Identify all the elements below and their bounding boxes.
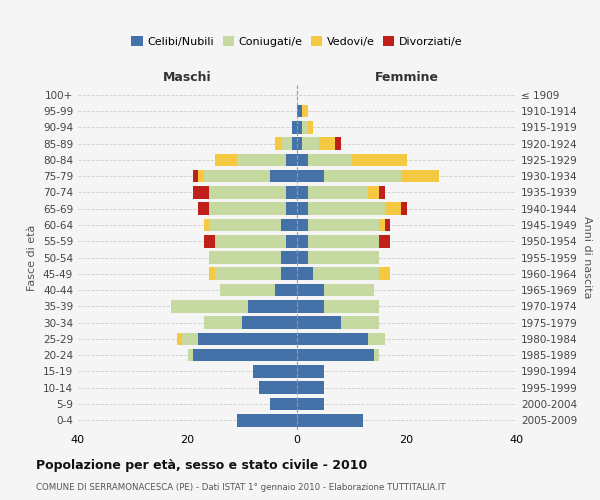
Bar bbox=[176, 332, 182, 345]
Bar bbox=[352, 154, 407, 166]
Bar bbox=[297, 332, 368, 345]
Bar bbox=[286, 154, 297, 166]
Bar bbox=[368, 332, 385, 345]
Bar bbox=[297, 218, 308, 232]
Bar bbox=[297, 137, 302, 150]
Legend: Celibi/Nubili, Coniugati/e, Vedovi/e, Divorziati/e: Celibi/Nubili, Coniugati/e, Vedovi/e, Di… bbox=[127, 32, 467, 52]
Bar bbox=[199, 202, 209, 215]
Bar bbox=[199, 170, 204, 182]
Bar bbox=[171, 300, 248, 312]
Bar bbox=[297, 154, 308, 166]
Bar bbox=[209, 202, 286, 215]
Bar bbox=[204, 218, 209, 232]
Bar bbox=[335, 137, 341, 150]
Bar bbox=[281, 137, 292, 150]
Bar bbox=[281, 251, 297, 264]
Bar bbox=[209, 186, 286, 199]
Bar bbox=[204, 170, 269, 182]
Bar bbox=[297, 186, 308, 199]
Bar bbox=[379, 235, 390, 248]
Text: COMUNE DI SERRAMONACESCA (PE) - Dati ISTAT 1° gennaio 2010 - Elaborazione TUTTIT: COMUNE DI SERRAMONACESCA (PE) - Dati IST… bbox=[36, 484, 445, 492]
Bar bbox=[297, 251, 308, 264]
Bar bbox=[237, 154, 286, 166]
Y-axis label: Anni di nascita: Anni di nascita bbox=[581, 216, 592, 298]
Bar bbox=[308, 202, 385, 215]
Bar bbox=[204, 235, 215, 248]
Bar bbox=[385, 202, 401, 215]
Bar bbox=[292, 121, 297, 134]
Bar bbox=[182, 332, 199, 345]
Bar bbox=[281, 218, 297, 232]
Bar bbox=[209, 251, 281, 264]
Bar bbox=[297, 349, 374, 362]
Bar bbox=[374, 349, 379, 362]
Bar bbox=[325, 284, 374, 296]
Bar bbox=[259, 382, 297, 394]
Bar bbox=[286, 235, 297, 248]
Bar bbox=[275, 284, 297, 296]
Bar bbox=[237, 414, 297, 426]
Bar bbox=[269, 398, 297, 410]
Bar bbox=[187, 349, 193, 362]
Bar bbox=[308, 235, 379, 248]
Bar bbox=[341, 316, 379, 329]
Bar bbox=[313, 268, 379, 280]
Bar bbox=[292, 137, 297, 150]
Bar bbox=[379, 186, 385, 199]
Bar bbox=[297, 365, 325, 378]
Bar bbox=[308, 121, 313, 134]
Text: Femmine: Femmine bbox=[374, 71, 439, 84]
Bar bbox=[193, 349, 297, 362]
Bar bbox=[308, 186, 368, 199]
Bar bbox=[302, 104, 308, 118]
Bar bbox=[297, 235, 308, 248]
Bar bbox=[209, 218, 281, 232]
Bar bbox=[297, 170, 325, 182]
Bar bbox=[215, 154, 237, 166]
Bar bbox=[242, 316, 297, 329]
Bar bbox=[297, 316, 341, 329]
Bar bbox=[204, 316, 242, 329]
Bar bbox=[286, 202, 297, 215]
Bar bbox=[297, 382, 325, 394]
Text: Popolazione per età, sesso e stato civile - 2010: Popolazione per età, sesso e stato civil… bbox=[36, 460, 367, 472]
Bar bbox=[215, 235, 286, 248]
Bar bbox=[297, 414, 362, 426]
Bar bbox=[385, 218, 390, 232]
Bar bbox=[286, 186, 297, 199]
Bar bbox=[297, 121, 302, 134]
Bar bbox=[302, 137, 319, 150]
Bar bbox=[193, 170, 199, 182]
Bar bbox=[325, 170, 401, 182]
Y-axis label: Fasce di età: Fasce di età bbox=[28, 224, 37, 290]
Bar bbox=[308, 218, 379, 232]
Bar bbox=[275, 137, 281, 150]
Bar bbox=[281, 268, 297, 280]
Bar bbox=[319, 137, 335, 150]
Bar bbox=[209, 268, 215, 280]
Bar bbox=[297, 398, 325, 410]
Bar bbox=[297, 268, 313, 280]
Bar bbox=[199, 332, 297, 345]
Bar bbox=[308, 154, 352, 166]
Bar bbox=[297, 202, 308, 215]
Text: Maschi: Maschi bbox=[163, 71, 212, 84]
Bar bbox=[297, 284, 325, 296]
Bar bbox=[325, 300, 379, 312]
Bar bbox=[368, 186, 379, 199]
Bar bbox=[302, 121, 308, 134]
Bar bbox=[297, 104, 302, 118]
Bar bbox=[253, 365, 297, 378]
Bar bbox=[193, 186, 209, 199]
Bar bbox=[248, 300, 297, 312]
Bar bbox=[215, 268, 281, 280]
Bar bbox=[401, 170, 439, 182]
Bar bbox=[269, 170, 297, 182]
Bar bbox=[379, 268, 390, 280]
Bar bbox=[379, 218, 385, 232]
Bar bbox=[401, 202, 407, 215]
Bar bbox=[220, 284, 275, 296]
Bar bbox=[297, 300, 325, 312]
Bar bbox=[308, 251, 379, 264]
